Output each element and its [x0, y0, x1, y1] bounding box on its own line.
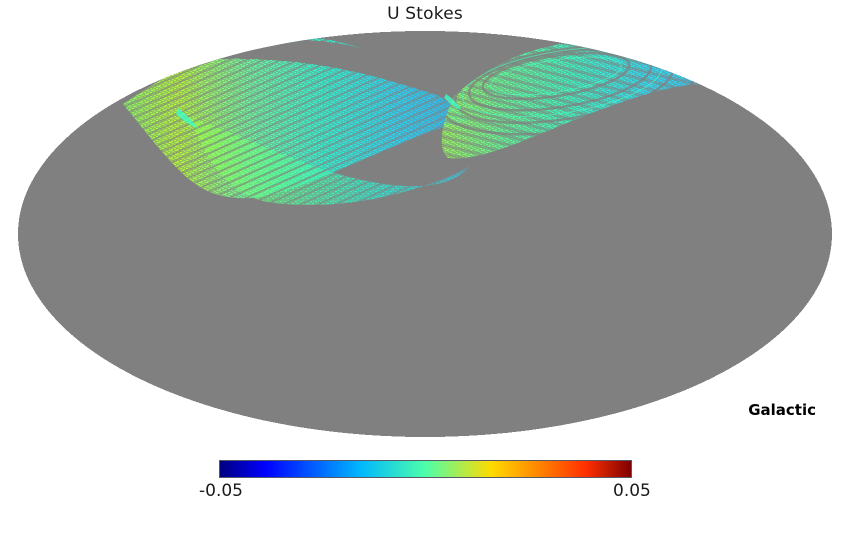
colorbar: -0.05 0.05	[0, 455, 850, 510]
coordinate-system-label: Galactic	[748, 401, 816, 419]
mollweide-sky-map	[18, 31, 832, 437]
colorbar-max-tick-label: 0.05	[613, 481, 651, 501]
page-title: U Stokes	[387, 4, 463, 24]
swath-gap-left	[196, 39, 452, 100]
colorbar-gradient[interactable]	[219, 460, 632, 478]
swath-crossing-nodes	[176, 94, 462, 128]
colorbar-min-tick-label: -0.05	[199, 481, 243, 501]
